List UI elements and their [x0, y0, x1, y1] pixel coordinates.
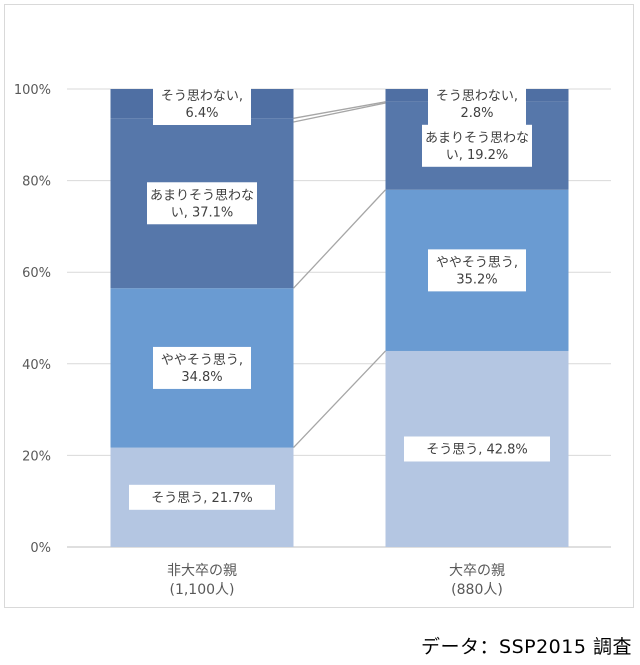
- series-line: [293, 101, 386, 119]
- stacked-bar-chart: 0% 20% 40% 60% 80% 100% そう思う, 21.7% ややそう思う, 34.8…: [14, 83, 611, 598]
- data-label: そう思わない,: [436, 89, 518, 104]
- x-category-label: (1,100人): [169, 582, 234, 598]
- x-category-label: 非大卒の親: [167, 563, 237, 579]
- data-label: ややそう思う,: [436, 255, 518, 270]
- series-line: [293, 102, 386, 123]
- x-category-label: 大卒の親: [449, 563, 505, 579]
- source-note: データ：SSP2015 調査: [421, 636, 632, 658]
- y-tick-label: 0%: [30, 541, 51, 556]
- data-label: そう思う, 42.8%: [426, 442, 528, 457]
- data-label: ややそう思う,: [161, 353, 243, 368]
- data-label-box: [153, 83, 251, 125]
- data-label: そう思う, 21.7%: [151, 491, 253, 506]
- series-line: [293, 189, 386, 289]
- y-tick-label: 60%: [22, 266, 51, 281]
- data-label: 2.8%: [460, 106, 493, 121]
- data-label: あまりそう思わな: [425, 131, 529, 146]
- chart-area: 0% 20% 40% 60% 80% 100% そう思う, 21.7% ややそう思う, 34.8…: [4, 4, 634, 608]
- y-tick-label: 80%: [22, 175, 51, 190]
- data-label: い, 37.1%: [171, 205, 234, 220]
- y-tick-label: 20%: [22, 449, 51, 464]
- data-label-box: [129, 484, 275, 510]
- data-label: そう思わない,: [161, 89, 243, 104]
- y-tick-label: 100%: [14, 83, 51, 98]
- data-label: あまりそう思わな: [150, 188, 254, 203]
- data-label-box: [147, 182, 257, 225]
- data-label-box: [428, 249, 526, 292]
- data-label: い, 19.2%: [446, 148, 509, 163]
- series-line: [293, 350, 386, 449]
- y-tick-label: 40%: [22, 358, 51, 373]
- data-label-box: [428, 83, 526, 125]
- x-category-label: (880人): [451, 582, 503, 598]
- data-label: 6.4%: [185, 106, 218, 121]
- data-label-box: [153, 346, 251, 389]
- data-label: 35.2%: [456, 272, 497, 287]
- data-label-box: [404, 436, 550, 462]
- data-label-box: [422, 124, 532, 167]
- data-label: 34.8%: [181, 370, 222, 385]
